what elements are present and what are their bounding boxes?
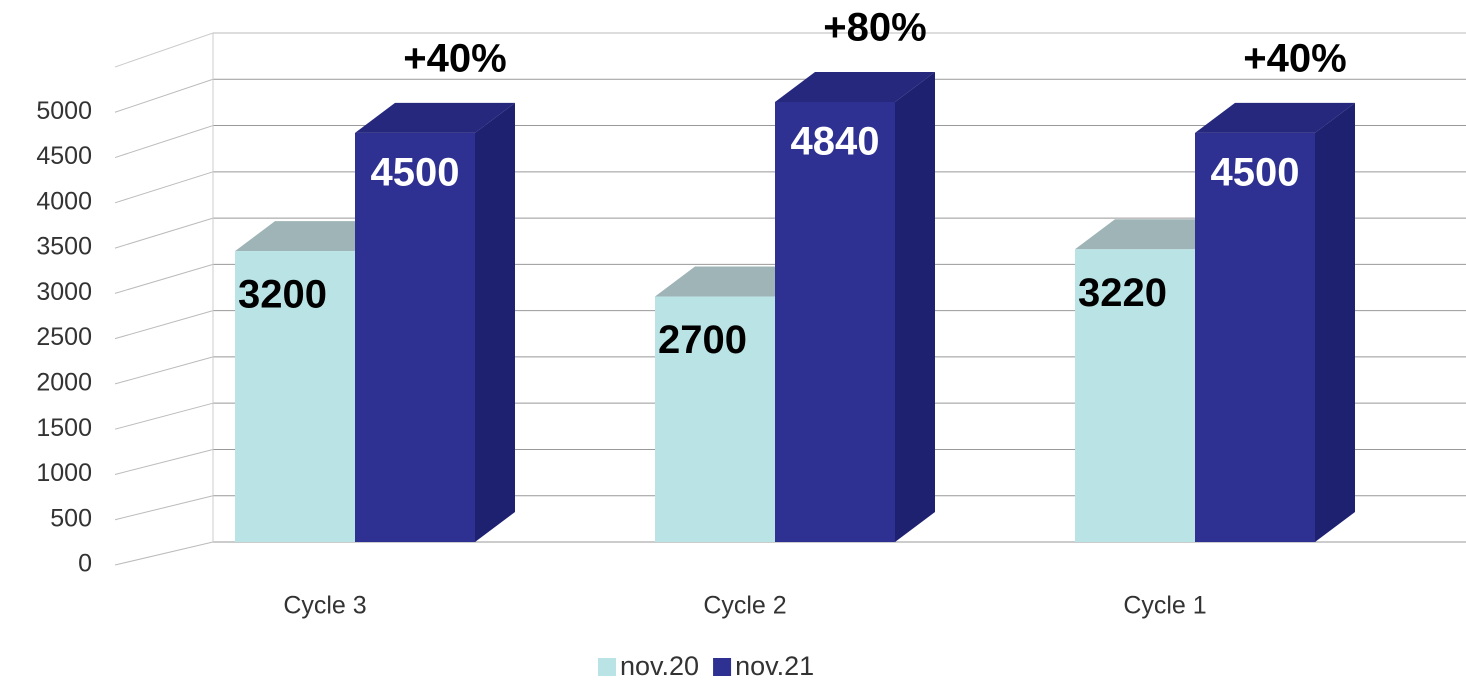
data-label: 2700 (658, 318, 747, 362)
bar (355, 132, 475, 542)
grid-diagonal (114, 495, 214, 521)
grid-diagonal (114, 310, 214, 340)
y-tick-label: 1000 (36, 459, 92, 487)
y-tick-label: 0 (78, 550, 92, 578)
y-tick-label: 5000 (36, 97, 92, 125)
grid-diagonal (114, 171, 214, 204)
bar (775, 102, 895, 542)
bar (1075, 249, 1195, 543)
grid-diagonal (114, 125, 214, 159)
grid-diagonal (114, 448, 214, 475)
x-tick-label: Cycle 2 (703, 592, 786, 620)
bar-side (475, 102, 515, 542)
grid-diagonal (114, 541, 214, 566)
grid-diagonal (114, 402, 214, 430)
bar-top (775, 72, 935, 102)
grid-diagonal (114, 356, 214, 385)
data-label: 3200 (238, 273, 327, 317)
wall-top-diagonal (114, 32, 214, 68)
grid-diagonal (114, 78, 214, 113)
legend-label: nov.20 (620, 651, 699, 680)
annotation: +40% (1243, 36, 1346, 80)
legend-swatch (713, 658, 732, 676)
data-label: 3220 (1078, 271, 1167, 315)
y-tick-label: 4500 (36, 142, 92, 170)
bar-side (1315, 102, 1355, 542)
grid-diagonal (114, 263, 214, 294)
data-label: 4500 (371, 150, 460, 194)
y-tick-label: 2000 (36, 369, 92, 397)
legend-swatch (598, 658, 616, 676)
bar-side (895, 72, 935, 542)
annotation: +80% (823, 6, 926, 50)
bar-top (355, 102, 515, 133)
bar (1195, 132, 1315, 542)
data-label: 4840 (791, 120, 880, 164)
y-tick-label: 1500 (36, 414, 92, 442)
y-tick-label: 3000 (36, 278, 92, 306)
legend-label: nov.21 (735, 651, 814, 680)
bar-top (1195, 102, 1355, 133)
data-label: 4500 (1211, 150, 1300, 194)
y-tick-label: 2500 (36, 323, 92, 351)
bar (235, 251, 355, 542)
y-tick-label: 4000 (36, 187, 92, 215)
annotation: +40% (403, 36, 506, 80)
x-tick-label: Cycle 1 (1123, 592, 1206, 620)
bar (655, 296, 775, 542)
x-tick-label: Cycle 3 (283, 592, 366, 620)
y-tick-label: 500 (50, 504, 92, 532)
y-tick-label: 3500 (36, 233, 92, 261)
grid-diagonal (114, 217, 214, 249)
